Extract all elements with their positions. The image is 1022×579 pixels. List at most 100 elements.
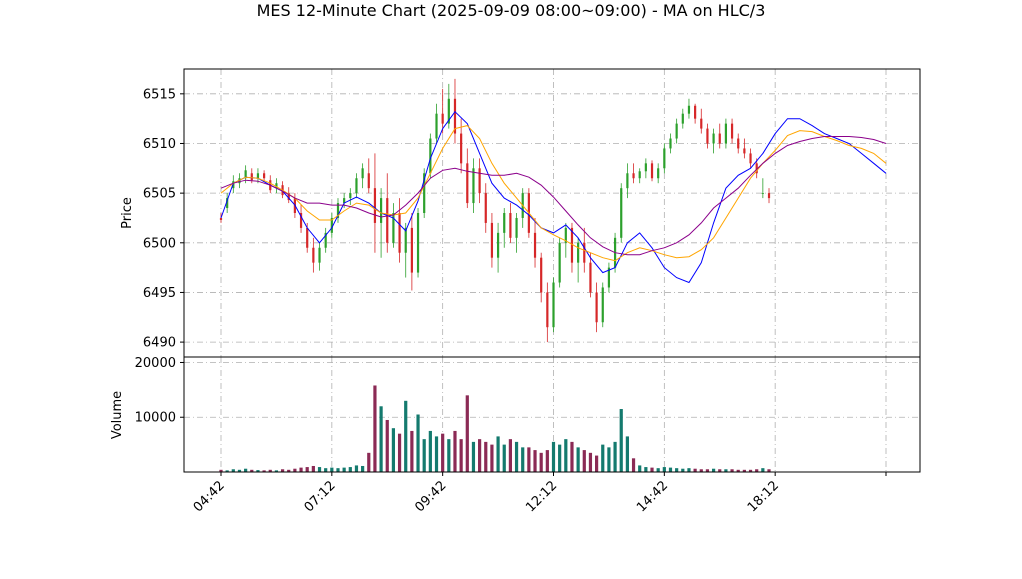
candle-body (558, 242, 561, 283)
candle-body (435, 113, 438, 139)
volume-bar (675, 468, 679, 472)
candle-body (626, 173, 629, 189)
candle-body (601, 287, 604, 323)
volume-bar (379, 406, 383, 472)
candle-body (669, 138, 672, 149)
candle-body (410, 227, 413, 273)
candle-body (466, 163, 469, 204)
volume-bar (742, 469, 746, 472)
candle-body (256, 173, 260, 179)
candle-body (620, 188, 623, 238)
candle-body (490, 222, 494, 258)
x-axis-ticks: 04:42 07:12 09:42 12:12 14:42 18:12 (191, 472, 887, 515)
volume-bar (385, 419, 389, 472)
volume-bar (336, 468, 340, 472)
x-tick-label: 18:12 (745, 478, 782, 515)
candle-body (392, 213, 395, 243)
candle-body (675, 123, 678, 139)
volume-bar (410, 430, 414, 472)
volume-bar (582, 450, 586, 472)
candle-body (275, 183, 278, 189)
volume-bar (397, 433, 402, 472)
candle-body (453, 98, 457, 134)
candle-body (761, 193, 764, 194)
candle-body (706, 128, 709, 144)
candle-body (595, 292, 598, 323)
candle-body (373, 188, 377, 223)
volume-bar (280, 469, 285, 472)
volume-bar (416, 414, 420, 472)
candle-body (343, 198, 346, 204)
volume-bar (311, 465, 315, 472)
candle-body (694, 105, 697, 119)
volume-bar (478, 439, 482, 472)
volume-bar (527, 447, 531, 472)
chart-title: MES 12-Minute Chart (2025-09-09 08:00~09… (257, 1, 766, 20)
x-tick-label: 04:42 (191, 478, 228, 515)
candle-body (478, 168, 481, 194)
price-axis-label: Price (120, 197, 135, 229)
volume-bar (761, 468, 765, 472)
volume-bar (453, 430, 457, 472)
volume-bar (631, 458, 636, 472)
x-tick-label: 07:12 (302, 478, 339, 515)
candle-body (219, 217, 223, 220)
candle-body (632, 173, 635, 179)
candle-body (657, 168, 660, 179)
volume-bar (625, 436, 629, 472)
ma-slow-line (220, 136, 887, 256)
candle-body (349, 193, 352, 199)
volume-bar (644, 467, 648, 472)
candle-body (583, 242, 586, 263)
volume-bar (293, 468, 297, 472)
candle-body (404, 227, 407, 253)
volume-bar (755, 469, 759, 472)
volume-bar (711, 468, 716, 472)
candle-body (398, 213, 401, 253)
volume-bar (607, 447, 611, 472)
volume-bar (428, 430, 432, 472)
candle-body (552, 282, 555, 328)
volume-bar (367, 452, 371, 472)
volume-panel: 10000 20000 Volume (110, 356, 921, 473)
volume-tick-label: 20000 (135, 356, 176, 371)
candle-body (361, 168, 364, 179)
candle-body (496, 232, 500, 258)
x-tick-label: 14:42 (634, 478, 671, 515)
candle-body (416, 213, 420, 273)
volume-bar (354, 465, 359, 472)
volume-bar (521, 447, 525, 472)
volume-bar (268, 469, 272, 472)
candle-body (312, 247, 315, 263)
volume-bar (330, 467, 334, 472)
volume-bar (662, 467, 666, 472)
volume-bar (724, 469, 728, 472)
candle-body (700, 118, 703, 129)
volume-bar (564, 439, 568, 472)
volume-bar (502, 444, 506, 472)
candle-body (755, 163, 758, 174)
volume-bar (508, 439, 512, 472)
candle-body (460, 133, 463, 164)
volume-bar (699, 469, 703, 472)
candle-body (743, 148, 746, 154)
volume-bar (219, 469, 223, 472)
candle-body (570, 227, 574, 263)
price-tick-label: 6500 (143, 236, 176, 251)
candle-body (386, 198, 389, 243)
volume-bar (471, 441, 476, 472)
volume-bar (650, 467, 654, 472)
volume-bar (231, 469, 235, 472)
volume-bar (256, 470, 260, 472)
candle-body (650, 163, 654, 179)
price-panel: 6490 6495 6500 6505 6510 6515 Price (120, 68, 921, 358)
candle-body (299, 213, 303, 228)
volume-bar (490, 444, 494, 472)
price-tick-label: 6490 (143, 336, 176, 351)
candle-body (737, 138, 740, 149)
volume-bar (693, 468, 697, 472)
candle-body (232, 181, 235, 189)
volume-bar (305, 467, 309, 472)
volume-bar (736, 469, 740, 472)
